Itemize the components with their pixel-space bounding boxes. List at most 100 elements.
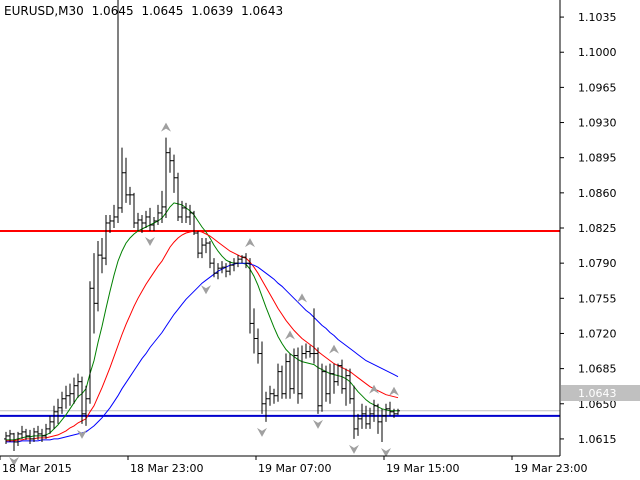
ohlc-bar: [28, 429, 32, 444]
price-label: 1.0755: [578, 292, 617, 305]
fractal-up-icon: [297, 293, 307, 303]
ohlc-bar: [352, 385, 356, 439]
ma-slow-line: [6, 262, 399, 443]
fractal-down-icon: [77, 429, 87, 439]
ohlc-bar: [380, 408, 384, 442]
ohlc-bar: [48, 415, 52, 434]
fractal-up-icon: [329, 344, 339, 354]
ohlc-bar: [388, 401, 392, 416]
ohlc-bar: [252, 308, 256, 354]
horizontal-lines: [0, 230, 560, 417]
ohlc-bar: [164, 137, 168, 218]
ohlc-bar: [204, 238, 208, 254]
ohlc-low: 1.0639: [191, 4, 234, 18]
ohlc-bar: [264, 391, 268, 422]
price-label: 1.0650: [578, 398, 617, 411]
ohlc-bar: [112, 204, 116, 228]
ohlc-bar: [92, 253, 96, 334]
current-price-label: 1.0643: [578, 387, 617, 400]
ohlc-bar: [68, 383, 72, 406]
ohlc-bar: [12, 432, 16, 451]
ohlc-bar: [288, 353, 292, 399]
ohlc-bar: [308, 345, 312, 358]
ohlc-bar: [336, 363, 340, 386]
ohlc-bar: [128, 186, 132, 205]
ohlc-bar: [96, 241, 100, 312]
price-label: 1.0965: [578, 81, 617, 94]
ohlc-bar: [140, 214, 144, 234]
ohlc-bar: [384, 403, 388, 422]
ohlc-bar: [176, 172, 180, 221]
price-label: 1.0825: [578, 222, 617, 235]
ohlc-bar: [228, 261, 232, 276]
price-label: 1.0615: [578, 433, 617, 446]
ohlc-bar: [120, 147, 124, 213]
ohlc-bar: [368, 407, 372, 429]
ohlc-bar: [220, 261, 224, 274]
ohlc-bar: [280, 365, 284, 399]
symbol-info-line: EURUSD,M30 1.0645 1.0645 1.0639 1.0643: [4, 4, 287, 18]
ohlc-bar: [24, 428, 28, 440]
fractal-down-icon: [313, 419, 323, 429]
ohlc-bar: [80, 376, 84, 424]
ohlc-bar: [324, 365, 328, 402]
chart-axes: [0, 0, 561, 457]
ohlc-bar: [392, 408, 396, 418]
ohlc-bar: [108, 214, 112, 234]
fractal-down-icon: [145, 237, 155, 247]
ohlc-bar: [72, 377, 76, 404]
fractal-down-icon: [349, 444, 359, 454]
ohlc-bar: [284, 353, 288, 399]
current-price-box: [561, 385, 640, 401]
ohlc-open: 1.0645: [91, 4, 134, 18]
ohlc-bar: [332, 363, 336, 394]
ohlc-bar: [296, 347, 300, 404]
ohlc-bar: [320, 363, 324, 412]
ohlc-bar: [224, 263, 228, 278]
fractal-down-icon: [381, 447, 391, 457]
ohlc-bar: [272, 388, 276, 404]
fractal-up-icon: [369, 384, 379, 394]
ohlc-bar: [200, 238, 204, 259]
ohlc-bar: [372, 399, 376, 422]
ohlc-bar: [168, 147, 172, 173]
ohlc-bar: [8, 429, 12, 442]
fractal-down-icon: [257, 427, 267, 437]
price-label: 1.0720: [578, 327, 617, 340]
ohlc-bar: [88, 281, 92, 404]
ohlc-bar: [240, 255, 244, 264]
ohlc-bar: [248, 258, 252, 334]
ohlc-bar: [64, 385, 68, 409]
ma-fast-line: [6, 202, 398, 441]
ohlc-bar: [316, 347, 320, 414]
ohlc-bar: [356, 413, 360, 436]
ohlc-bar: [268, 385, 272, 406]
ohlc-bar: [184, 202, 188, 223]
ohlc-bar: [192, 210, 196, 236]
price-label: 1.1035: [578, 11, 617, 24]
ohlc-bar: [360, 403, 364, 429]
fractal-up-icon: [161, 122, 171, 132]
ohlc-bar: [172, 154, 176, 193]
ohlc-bar: [180, 200, 184, 223]
ohlc-bar: [276, 363, 280, 402]
ohlc-bar: [376, 403, 380, 434]
ohlc-bars: [4, 0, 400, 451]
ohlc-bar: [60, 391, 64, 414]
fractal-up-icon: [245, 238, 255, 248]
ohlc-bar: [136, 212, 140, 232]
ohlc-bar: [328, 363, 332, 404]
ohlc-bar: [32, 427, 36, 442]
ohlc-bar: [36, 425, 40, 440]
ohlc-bar: [256, 328, 260, 364]
ohlc-bar: [304, 343, 308, 359]
ohlc-bar: [244, 253, 248, 269]
ohlc-bar: [208, 241, 212, 269]
ohlc-bar: [344, 368, 348, 406]
ohlc-bar: [100, 238, 104, 274]
time-label: 19 Mar 23:00: [514, 462, 587, 475]
ohlc-high: 1.0645: [141, 4, 184, 18]
ohlc-bar: [56, 398, 60, 424]
